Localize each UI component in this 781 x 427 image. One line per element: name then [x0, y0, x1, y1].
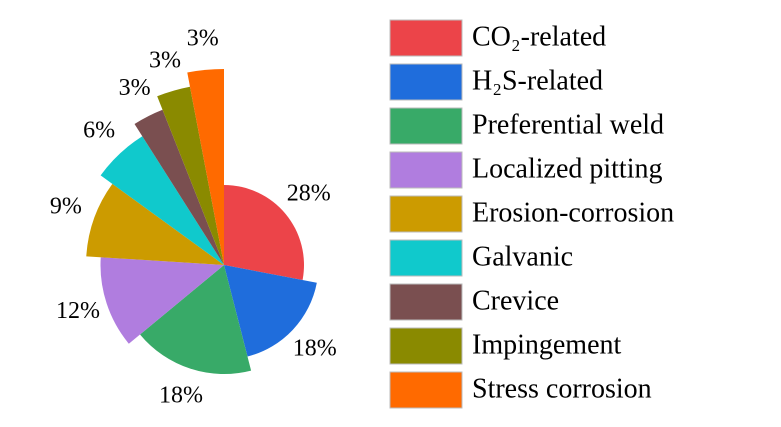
legend-label: Localized pitting	[472, 153, 663, 184]
pie-slice	[224, 185, 304, 280]
legend-swatch	[389, 327, 463, 365]
pie-slice	[100, 136, 224, 265]
pie-slice	[187, 69, 224, 265]
legend-label: Erosion-corrosion	[472, 197, 674, 228]
legend-swatch	[389, 107, 463, 145]
pie-slice	[224, 265, 317, 357]
legend-swatch	[389, 371, 463, 409]
slice-label: 18%	[293, 336, 337, 362]
slice-label: 3%	[119, 75, 151, 101]
pie-slice	[86, 183, 224, 265]
legend-swatch	[389, 151, 463, 189]
slice-label: 3%	[187, 26, 219, 52]
slice-label: 28%	[287, 180, 331, 206]
legend-swatch	[389, 63, 463, 101]
pie-slice	[134, 109, 224, 265]
pie-slice	[100, 257, 224, 344]
legend-label: Stress corrosion	[472, 373, 652, 404]
legend-swatch	[389, 283, 463, 321]
legend-label: H₂S-related	[472, 65, 603, 96]
legend-label: Galvanic	[472, 241, 573, 272]
legend-label: CO₂-related	[472, 21, 606, 52]
pie-slice	[140, 265, 252, 374]
legend-label: Impingement	[472, 329, 622, 360]
pie-slice	[157, 86, 224, 265]
legend-swatch	[389, 19, 463, 57]
legend-swatch	[389, 239, 463, 277]
legend-swatch	[389, 195, 463, 233]
slice-label: 18%	[159, 383, 203, 409]
legend-label: Crevice	[472, 285, 559, 316]
slice-label: 12%	[56, 298, 100, 324]
slice-label: 3%	[149, 47, 181, 73]
legend-label: Preferential weld	[472, 109, 664, 140]
slice-label: 6%	[83, 117, 115, 143]
slice-label: 9%	[50, 194, 82, 220]
